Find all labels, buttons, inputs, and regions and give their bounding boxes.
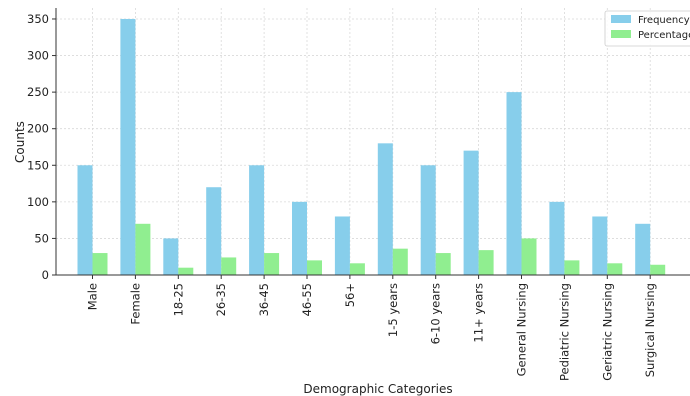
bar-percentage-13 xyxy=(650,264,666,275)
bar-frequency-11 xyxy=(549,201,565,275)
bar-percentage-4 xyxy=(264,253,280,275)
bar-frequency-3 xyxy=(206,187,222,275)
x-tick-label: 11+ years xyxy=(472,283,486,343)
bar-percentage-6 xyxy=(349,263,365,275)
x-tick-label: 56+ xyxy=(343,283,357,307)
bar-percentage-12 xyxy=(607,263,623,275)
bar-frequency-7 xyxy=(377,143,393,275)
x-tick-label: 36-45 xyxy=(257,283,271,316)
y-tick-label: 300 xyxy=(27,49,49,63)
bar-frequency-13 xyxy=(635,223,651,275)
bar-percentage-5 xyxy=(307,260,322,275)
bar-percentage-11 xyxy=(564,260,580,275)
bar-percentage-1 xyxy=(135,223,151,275)
bar-percentage-8 xyxy=(435,253,451,275)
y-tick-label: 100 xyxy=(27,195,49,209)
bar-frequency-6 xyxy=(334,216,350,275)
bar-frequency-2 xyxy=(163,238,179,275)
x-tick-label: Surgical Nursing xyxy=(643,283,657,377)
x-axis-ticks: Male Female 18-25 26-35 36-45 46-55 56+ 1-5 yea… xyxy=(86,275,657,381)
bar-frequency-4 xyxy=(249,165,265,275)
x-tick-label: 26-35 xyxy=(214,283,228,316)
bar-frequency-0 xyxy=(77,165,93,275)
y-tick-label: 150 xyxy=(27,158,49,172)
y-tick-label: 350 xyxy=(27,12,49,26)
x-tick-label: 18-25 xyxy=(171,283,185,316)
x-tick-label: Female xyxy=(128,283,142,325)
bar-percentage-0 xyxy=(92,253,108,275)
x-tick-label: Geriatric Nursing xyxy=(600,283,614,381)
x-tick-label: 6-10 years xyxy=(429,283,443,344)
x-axis-label: Demographic Categories xyxy=(303,382,452,396)
legend-label-frequency: Frequency xyxy=(638,15,690,26)
y-tick-label: 250 xyxy=(27,85,49,99)
bar-frequency-12 xyxy=(592,216,608,275)
x-tick-label: 46-55 xyxy=(300,283,314,316)
y-axis-label: Counts xyxy=(13,121,27,163)
y-tick-label: 50 xyxy=(34,231,49,245)
x-tick-label: Pediatric Nursing xyxy=(557,283,571,381)
bar-frequency-10 xyxy=(506,92,522,275)
bar-frequency-5 xyxy=(292,201,307,275)
bar-percentage-7 xyxy=(392,248,408,275)
legend-label-percentage: Percentage xyxy=(638,30,690,41)
bar-percentage-3 xyxy=(221,257,237,275)
y-tick-label: 0 xyxy=(42,268,49,282)
bar-percentage-2 xyxy=(178,267,194,275)
legend-swatch-percentage xyxy=(611,30,631,38)
grid-lines xyxy=(56,8,690,276)
bar-percentage-10 xyxy=(521,238,537,275)
x-tick-label: 1-5 years xyxy=(386,283,400,337)
legend-swatch-frequency xyxy=(611,15,631,23)
x-tick-label: Male xyxy=(86,283,100,310)
bar-percentage-9 xyxy=(478,250,494,275)
bar-frequency-8 xyxy=(420,165,436,275)
x-tick-label: General Nursing xyxy=(515,283,529,376)
y-tick-label: 200 xyxy=(27,122,49,136)
bars xyxy=(77,18,666,276)
bar-frequency-9 xyxy=(463,150,479,275)
axes xyxy=(55,8,690,276)
bar-frequency-1 xyxy=(120,18,136,276)
y-axis-ticks: 0 50 100 150 200 250 300 350 xyxy=(27,12,56,282)
legend: Frequency Percentage xyxy=(604,10,690,47)
